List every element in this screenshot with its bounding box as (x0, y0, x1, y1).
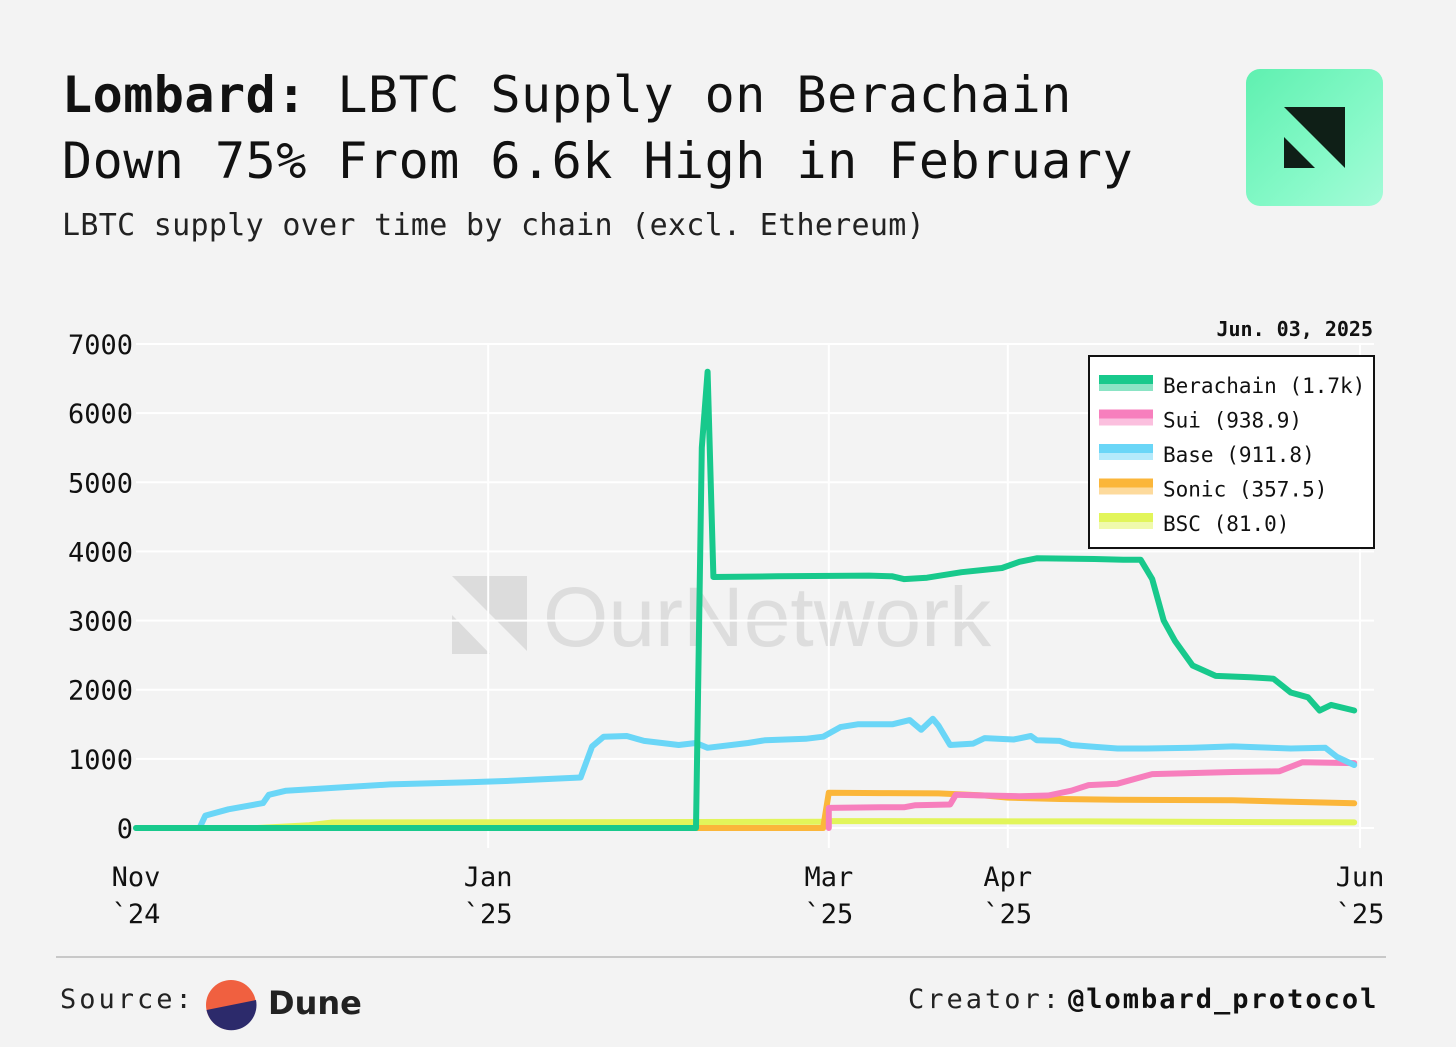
y-tick-label: 3000 (68, 607, 133, 638)
creator-label: Creator: (908, 984, 1063, 1015)
x-tick-label: Apr `25 (983, 862, 1032, 930)
legend-swatch-light (1099, 418, 1153, 426)
x-tick-year: `24 (112, 899, 161, 930)
x-tick-label: Mar `25 (804, 862, 853, 930)
x-tick-year: `25 (464, 899, 513, 930)
y-tick-label: 4000 (68, 537, 133, 568)
legend-label: Base (911.8) (1163, 443, 1315, 467)
x-tick-year: `25 (983, 899, 1032, 930)
y-tick-label: 0 (117, 814, 133, 845)
x-tick-year: `25 (804, 899, 853, 930)
legend-item-sui: Sui (938.9) (1099, 409, 1302, 433)
legend-swatch (1099, 444, 1153, 453)
y-tick-label: 2000 (68, 676, 133, 707)
legend-swatch (1099, 478, 1153, 488)
legend-swatch (1099, 513, 1153, 522)
legend-swatch (1099, 375, 1153, 384)
legend-swatch-light (1099, 522, 1153, 529)
x-tick-label: Nov `24 (112, 862, 161, 930)
watermark-text: OurNetwork (543, 570, 992, 664)
legend-item-sonic: Sonic (357.5) (1099, 478, 1327, 502)
title-line2: Down 75% From 6.6k High in February (62, 132, 1134, 190)
legend-item-bsc: BSC (81.0) (1099, 512, 1289, 536)
line-chart: OurNetwork 0 1000 2000 3000 4000 5000 6000 7000… (68, 317, 1385, 930)
page-title: Lombard: LBTC Supply on Berachain Down 75… (62, 62, 1212, 194)
x-tick-month: Jan (464, 862, 513, 893)
dune-logo-icon (206, 980, 257, 1031)
x-tick-month: Nov (112, 862, 161, 893)
source-name: Dune (268, 984, 362, 1022)
y-tick-label: 6000 (68, 399, 133, 430)
legend-label: Sonic (357.5) (1163, 478, 1327, 502)
x-tick-label: Jun `25 (1336, 862, 1385, 930)
source-label: Source: (60, 984, 195, 1015)
y-tick-label: 5000 (68, 468, 133, 499)
legend-label: Berachain (1.7k) (1163, 374, 1365, 398)
legend: Berachain (1.7k) Sui (938.9) Base (911.8) S… (1088, 355, 1375, 549)
ournetwork-logo-icon (1246, 69, 1383, 206)
legend-item-berachain: Berachain (1.7k) (1099, 374, 1365, 398)
date-label: Jun. 03, 2025 (1216, 317, 1373, 341)
creator-handle: @lombard_protocol (1068, 984, 1379, 1015)
legend-swatch-light (1099, 384, 1153, 391)
watermark: OurNetwork (452, 570, 992, 664)
series-layer (133, 368, 1358, 831)
legend-label: Sui (938.9) (1163, 409, 1302, 433)
x-axis: Nov `24 Jan `25 Mar `25 Apr `25 Jun `25 (112, 862, 1385, 930)
y-tick-label: 1000 (68, 745, 133, 776)
x-tick-year: `25 (1336, 899, 1385, 930)
legend-swatch-light (1099, 487, 1153, 495)
legend-item-base: Base (911.8) (1099, 443, 1315, 467)
series-line-sui (825, 759, 1358, 831)
legend-label: BSC (81.0) (1163, 512, 1289, 536)
series-line-berachain (133, 368, 1358, 831)
x-tick-label: Jan `25 (464, 862, 513, 930)
x-tick-month: Jun (1336, 862, 1385, 893)
x-tick-month: Mar (804, 862, 853, 893)
legend-swatch-light (1099, 453, 1153, 460)
y-axis: 0 1000 2000 3000 4000 5000 6000 7000 (68, 330, 133, 845)
series-line-base (133, 715, 1358, 831)
x-tick-month: Apr (983, 862, 1032, 893)
title-brand: Lombard: (62, 66, 307, 124)
title-line1-rest: LBTC Supply on Berachain (306, 66, 1072, 124)
legend-swatch (1099, 409, 1153, 419)
footer-divider (56, 956, 1386, 958)
page-subtitle: LBTC supply over time by chain (excl. Et… (62, 208, 925, 243)
y-tick-label: 7000 (68, 330, 133, 361)
